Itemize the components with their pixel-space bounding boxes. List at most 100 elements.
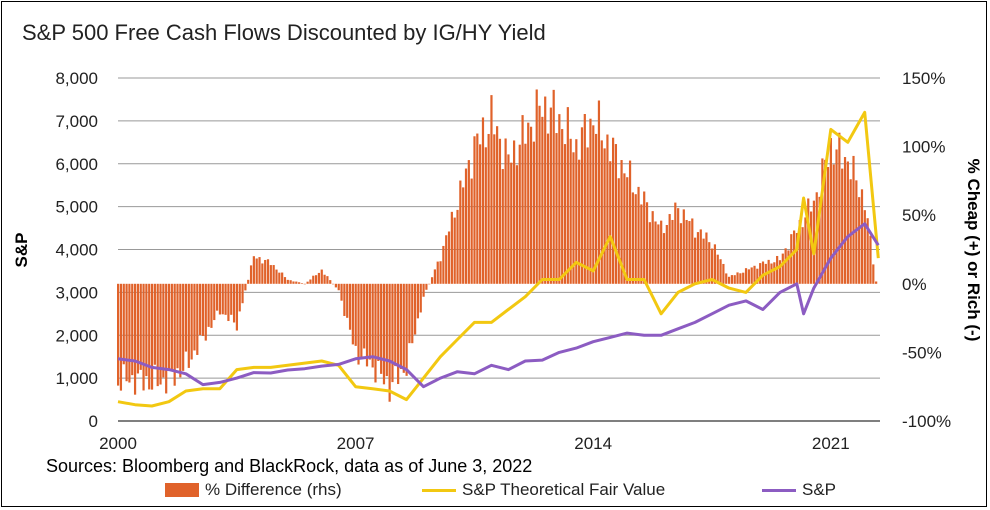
difference-bar: [399, 283, 403, 369]
difference-bar: [484, 147, 487, 284]
difference-bar: [841, 168, 844, 284]
difference-bar: [221, 283, 224, 315]
difference-bar: [351, 283, 354, 345]
y-right-tick-label: 50%: [902, 206, 936, 225]
difference-bar: [275, 269, 278, 284]
difference-bar: [215, 283, 219, 311]
difference-bar: [578, 159, 581, 284]
difference-bar: [747, 269, 750, 284]
difference-bar: [391, 283, 394, 383]
difference-bar: [722, 263, 725, 284]
difference-bar: [145, 283, 148, 377]
difference-bar: [835, 149, 838, 284]
difference-bar: [346, 283, 349, 318]
difference-bar: [617, 178, 620, 284]
difference-bar: [716, 254, 719, 284]
difference-bar: [580, 127, 584, 284]
difference-bar: [858, 197, 861, 284]
difference-bar: [170, 283, 173, 370]
y-tick-label: 6,000: [55, 155, 98, 174]
difference-bar: [761, 261, 765, 284]
difference-bar: [380, 283, 383, 374]
difference-bar: [125, 283, 128, 382]
difference-bar: [651, 211, 654, 284]
difference-bar: [187, 283, 190, 368]
difference-bar: [360, 283, 363, 360]
y-tick-label: 7,000: [55, 112, 98, 131]
difference-bar: [756, 268, 759, 284]
difference-bar: [227, 283, 230, 322]
difference-bar: [719, 259, 722, 284]
difference-bar: [524, 143, 527, 284]
difference-bar: [507, 154, 510, 284]
difference-bar: [824, 159, 827, 284]
difference-bar: [312, 275, 315, 284]
difference-bar: [388, 283, 391, 402]
difference-bar: [713, 244, 717, 284]
difference-bar: [549, 107, 552, 284]
difference-bar: [405, 283, 408, 376]
difference-bar: [300, 283, 304, 284]
x-tick-label: 2014: [574, 434, 612, 453]
difference-bar: [377, 283, 380, 361]
difference-bar: [561, 129, 564, 284]
difference-bar: [634, 194, 637, 284]
difference-bar: [397, 283, 400, 385]
difference-bar: [770, 263, 773, 284]
difference-bar: [133, 283, 137, 395]
difference-bar: [314, 275, 318, 284]
difference-bar: [156, 283, 159, 387]
difference-bar: [776, 255, 779, 284]
difference-bar: [218, 283, 222, 315]
difference-bar: [436, 261, 439, 284]
legend-swatch-difference: [165, 483, 199, 497]
difference-bar: [628, 160, 632, 284]
y-right-tick-label: 0%: [902, 275, 927, 294]
difference-bar: [167, 283, 171, 370]
difference-bar: [623, 173, 626, 284]
legend-item-difference: % Difference (rhs): [165, 480, 342, 500]
difference-bar: [855, 180, 858, 284]
difference-bar: [365, 283, 369, 367]
difference-bar: [430, 277, 434, 284]
y-tick-label: 5,000: [55, 198, 98, 217]
difference-bar: [408, 283, 411, 344]
difference-bar: [674, 202, 677, 284]
y-tick-label: 1,000: [55, 369, 98, 388]
difference-bar: [153, 283, 156, 365]
y-right-tick-label: 150%: [902, 69, 945, 88]
difference-bar: [790, 234, 793, 284]
x-tick-label: 2000: [99, 434, 137, 453]
difference-bar: [306, 281, 309, 284]
difference-bar: [744, 268, 748, 284]
fair-value-line: [117, 110, 880, 408]
difference-bar: [699, 229, 702, 284]
difference-bar: [595, 133, 598, 284]
difference-bar: [428, 283, 431, 285]
difference-bar: [295, 281, 298, 284]
difference-bar: [173, 283, 176, 386]
legend-swatch-fair-value: [422, 488, 456, 492]
difference-bar: [784, 248, 787, 284]
difference-bar: [292, 281, 295, 284]
difference-bar: [660, 220, 663, 284]
difference-bar: [843, 157, 847, 284]
difference-bar: [165, 283, 168, 394]
legend-label-difference: % Difference (rhs): [205, 480, 342, 499]
difference-bar: [798, 219, 801, 284]
difference-bar: [626, 177, 629, 284]
difference-bar: [286, 279, 289, 284]
y-tick-label: 2,000: [55, 326, 98, 345]
difference-bar: [609, 161, 612, 284]
difference-bar: [323, 274, 326, 284]
difference-bar: [849, 179, 852, 284]
difference-bar: [459, 180, 462, 284]
difference-bar: [541, 116, 544, 284]
difference-bar: [481, 117, 485, 284]
difference-bar: [750, 267, 753, 284]
y-tick-label: 0: [89, 412, 98, 431]
y-right-axis-label: % Cheap (+) or Rich (-): [964, 159, 983, 342]
difference-bar: [150, 283, 154, 390]
difference-bar: [725, 273, 728, 284]
